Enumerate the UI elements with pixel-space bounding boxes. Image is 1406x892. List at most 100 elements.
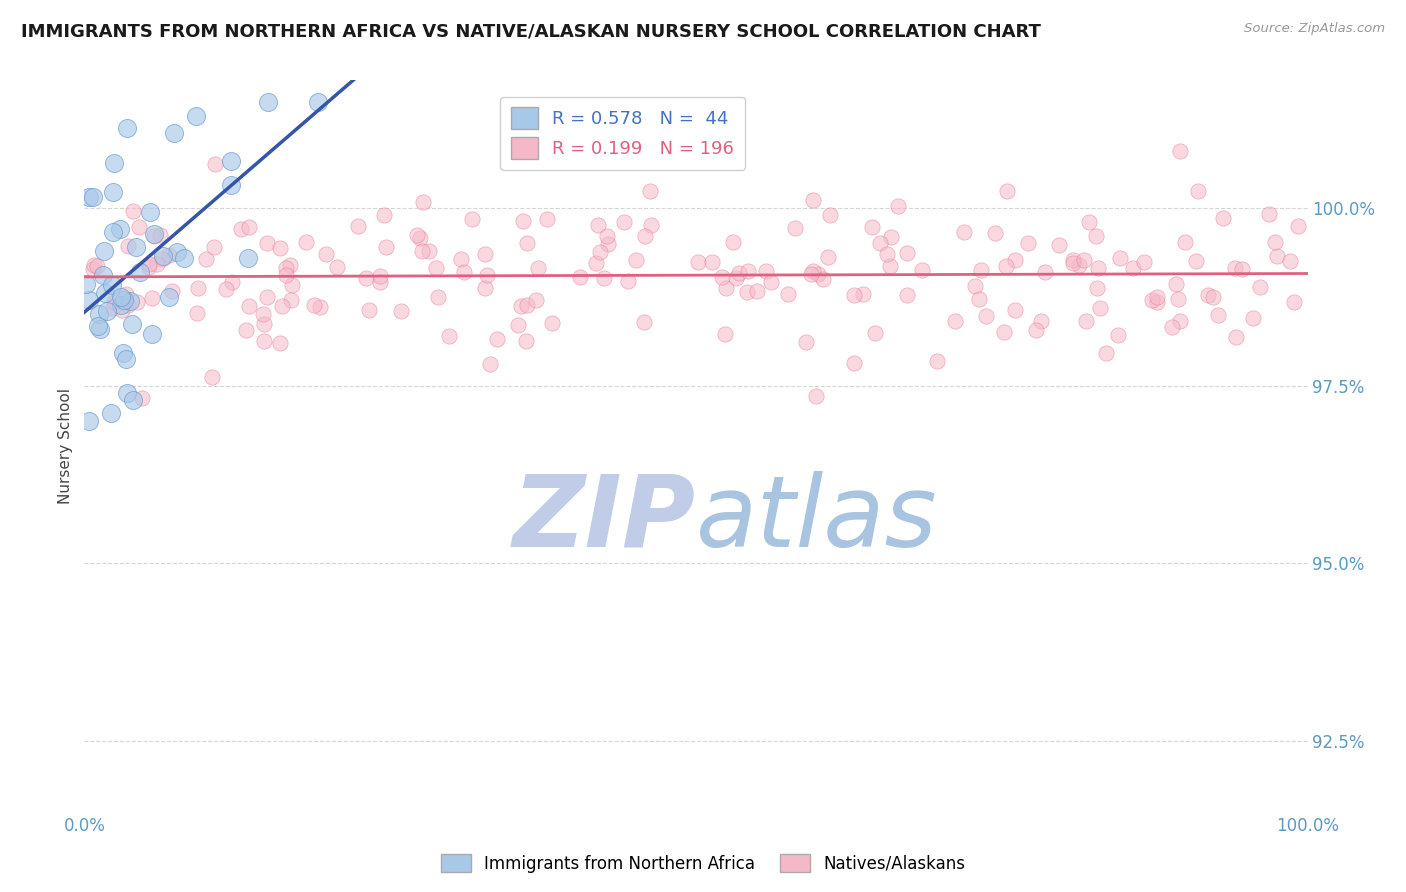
Point	[368, 276, 391, 290]
Point	[1249, 280, 1271, 294]
Point	[157, 290, 180, 304]
Point	[89, 322, 111, 336]
Point	[110, 290, 132, 304]
Point	[1025, 323, 1047, 337]
Point	[1087, 260, 1109, 275]
Point	[278, 258, 301, 272]
Point	[427, 290, 450, 304]
Point	[879, 229, 901, 244]
Point	[783, 220, 806, 235]
Point	[274, 261, 297, 276]
Point	[1187, 184, 1209, 198]
Point	[1168, 313, 1191, 327]
Point	[357, 303, 380, 318]
Point	[194, 252, 217, 266]
Point	[852, 287, 875, 301]
Point	[121, 203, 143, 218]
Point	[1146, 290, 1168, 304]
Point	[236, 251, 259, 265]
Point	[1004, 253, 1026, 268]
Point	[536, 212, 558, 227]
Point	[1212, 211, 1234, 226]
Point	[101, 185, 124, 199]
Point	[844, 356, 866, 370]
Point	[409, 230, 432, 244]
Point	[1278, 253, 1301, 268]
Point	[512, 214, 534, 228]
Point	[475, 268, 498, 282]
Point	[737, 264, 759, 278]
Point	[453, 265, 475, 279]
Point	[1095, 346, 1118, 360]
Point	[1206, 308, 1229, 322]
Point	[755, 263, 778, 277]
Point	[115, 385, 138, 400]
Point	[1230, 261, 1253, 276]
Point	[967, 292, 990, 306]
Point	[1140, 293, 1163, 308]
Text: Source: ZipAtlas.com: Source: ZipAtlas.com	[1244, 22, 1385, 36]
Point	[1202, 290, 1225, 304]
Point	[974, 310, 997, 324]
Point	[129, 265, 152, 279]
Point	[238, 219, 260, 234]
Point	[474, 281, 496, 295]
Point	[633, 315, 655, 329]
Point	[82, 262, 104, 277]
Point	[721, 235, 744, 250]
Point	[1062, 256, 1084, 270]
Text: IMMIGRANTS FROM NORTHERN AFRICA VS NATIVE/ALASKAN NURSERY SCHOOL CORRELATION CHA: IMMIGRANTS FROM NORTHERN AFRICA VS NATIV…	[21, 22, 1040, 40]
Point	[101, 225, 124, 239]
Point	[146, 257, 169, 271]
Point	[640, 218, 662, 232]
Point	[796, 334, 818, 349]
Point	[1077, 215, 1099, 229]
Point	[118, 294, 141, 309]
Point	[1107, 327, 1129, 342]
Point	[325, 260, 347, 274]
Point	[569, 269, 592, 284]
Point	[1085, 229, 1108, 244]
Point	[93, 244, 115, 259]
Point	[94, 285, 117, 300]
Point	[925, 354, 948, 368]
Point	[138, 260, 160, 275]
Point	[896, 246, 918, 260]
Point	[270, 299, 292, 313]
Point	[461, 212, 484, 227]
Point	[1282, 294, 1305, 309]
Point	[141, 291, 163, 305]
Text: atlas: atlas	[696, 471, 938, 567]
Point	[585, 256, 607, 270]
Point	[1197, 288, 1219, 302]
Point	[860, 220, 883, 235]
Point	[139, 205, 162, 219]
Point	[776, 286, 799, 301]
Point	[887, 200, 910, 214]
Point	[108, 222, 131, 236]
Legend: R = 0.578   N =  44, R = 0.199   N = 196: R = 0.578 N = 44, R = 0.199 N = 196	[501, 96, 745, 169]
Point	[163, 126, 186, 140]
Point	[87, 319, 110, 334]
Point	[370, 268, 392, 283]
Y-axis label: Nursery School: Nursery School	[58, 388, 73, 504]
Point	[1004, 303, 1026, 318]
Point	[953, 225, 976, 239]
Point	[280, 293, 302, 307]
Point	[1160, 319, 1182, 334]
Point	[114, 351, 136, 366]
Point	[516, 298, 538, 312]
Point	[256, 95, 278, 109]
Point	[688, 255, 710, 269]
Point	[77, 189, 100, 203]
Point	[506, 318, 529, 332]
Point	[114, 287, 136, 301]
Point	[613, 215, 636, 229]
Point	[588, 219, 610, 233]
Point	[103, 295, 125, 310]
Point	[93, 268, 115, 283]
Point	[1164, 277, 1187, 291]
Point	[965, 279, 987, 293]
Point	[1174, 235, 1197, 250]
Point	[131, 391, 153, 405]
